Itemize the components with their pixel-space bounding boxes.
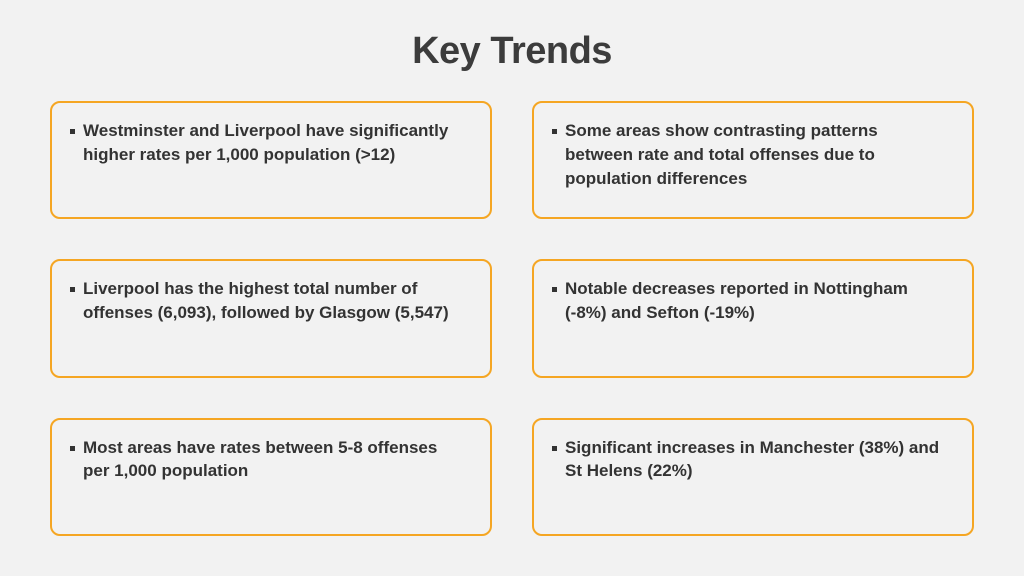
bullet-icon: [70, 129, 75, 134]
page-title: Key Trends: [50, 30, 974, 73]
bullet-icon: [552, 129, 557, 134]
trend-card: Westminster and Liverpool have significa…: [50, 101, 492, 219]
trend-card-text: Some areas show contrasting patterns bet…: [565, 119, 948, 190]
trend-card-text: Notable decreases reported in Nottingham…: [565, 277, 948, 325]
trend-card-text: Westminster and Liverpool have significa…: [83, 119, 466, 167]
trend-card-text: Liverpool has the highest total number o…: [83, 277, 466, 325]
trend-card-text: Most areas have rates between 5-8 offens…: [83, 436, 466, 484]
cards-grid: Westminster and Liverpool have significa…: [50, 101, 974, 536]
trend-card: Most areas have rates between 5-8 offens…: [50, 418, 492, 536]
trend-card: Some areas show contrasting patterns bet…: [532, 101, 974, 219]
trend-card: Liverpool has the highest total number o…: [50, 259, 492, 377]
trend-card: Notable decreases reported in Nottingham…: [532, 259, 974, 377]
bullet-icon: [70, 446, 75, 451]
trend-card-text: Significant increases in Manchester (38%…: [565, 436, 948, 484]
trend-card: Significant increases in Manchester (38%…: [532, 418, 974, 536]
bullet-icon: [552, 446, 557, 451]
bullet-icon: [70, 287, 75, 292]
bullet-icon: [552, 287, 557, 292]
